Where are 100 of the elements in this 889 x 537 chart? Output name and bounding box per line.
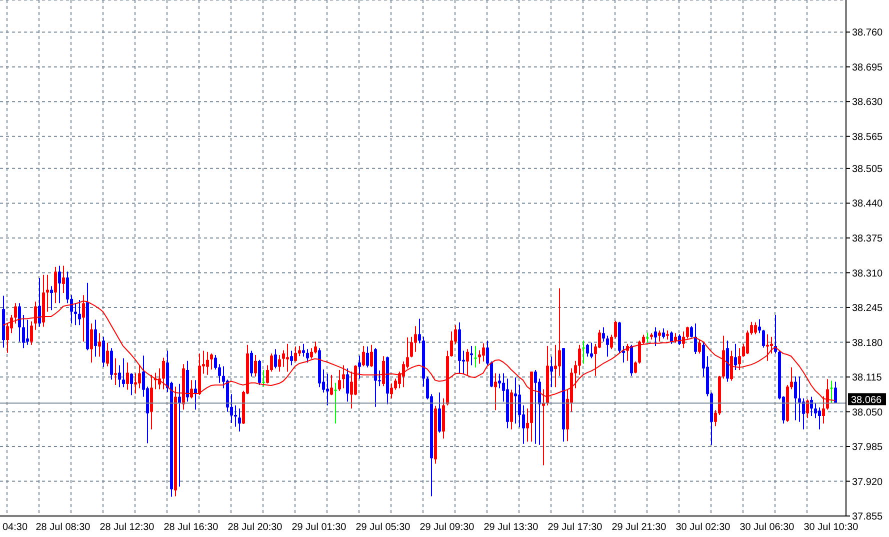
candlestick — [38, 278, 41, 328]
candlestick — [798, 376, 801, 422]
x-tick-label: 04:30 — [2, 522, 28, 534]
candlestick — [470, 345, 473, 366]
candlestick — [310, 348, 313, 360]
candlestick — [138, 364, 141, 389]
candlestick — [270, 352, 273, 372]
candlestick — [638, 340, 641, 364]
candlestick — [610, 334, 613, 350]
candlestick — [274, 348, 277, 369]
candlestick — [298, 345, 301, 357]
candlestick — [238, 408, 241, 432]
candlestick — [126, 362, 129, 390]
candlestick — [586, 343, 589, 358]
y-tick-label: 38.565 — [852, 132, 884, 143]
candlestick — [806, 398, 809, 419]
y-tick-label: 37.985 — [852, 442, 884, 454]
candlestick — [118, 364, 121, 388]
candlestick — [770, 336, 773, 354]
candlestick — [330, 374, 333, 396]
candlestick — [578, 344, 581, 376]
y-tick-label: 38.115 — [852, 372, 882, 384]
candlestick — [590, 342, 593, 359]
candlestick — [482, 342, 485, 362]
y-tick-label: 38.695 — [852, 62, 884, 74]
candlestick — [162, 357, 165, 390]
candlestick — [382, 356, 385, 387]
candlestick — [282, 350, 285, 368]
candlestick — [554, 344, 557, 388]
candlestick — [98, 332, 101, 358]
candlestick — [302, 343, 305, 358]
y-tick-label: 38.440 — [852, 198, 884, 210]
candlestick — [474, 345, 477, 368]
candlestick — [46, 274, 49, 312]
x-tick-label: 29 Jul 05:30 — [356, 522, 411, 534]
candlestick — [234, 404, 237, 428]
candlestick — [122, 358, 125, 388]
x-tick-label: 28 Jul 08:30 — [36, 522, 91, 534]
x-tick-label: 28 Jul 12:30 — [100, 522, 155, 534]
candlestick — [558, 288, 561, 376]
candlestick — [294, 346, 297, 362]
candlestick — [78, 299, 81, 326]
candlestick — [602, 326, 605, 342]
candlestick — [326, 373, 329, 406]
x-tick-label: 29 Jul 01:30 — [292, 522, 347, 534]
candlestick — [670, 331, 673, 344]
y-tick-label: 38.630 — [852, 97, 884, 108]
candlestick — [74, 302, 77, 326]
candlestick — [306, 348, 309, 364]
candlestick — [130, 372, 133, 396]
x-tick-label: 28 Jul 20:30 — [228, 522, 283, 534]
y-tick-label: 38.245 — [852, 303, 884, 314]
candlestick — [390, 382, 393, 399]
candlestick — [734, 343, 737, 371]
candlestick — [730, 350, 733, 382]
candlestick — [26, 319, 29, 346]
y-tick-label: 37.920 — [852, 476, 884, 488]
candlestick — [266, 364, 269, 384]
candlestick — [414, 326, 417, 352]
candlestick — [654, 326, 657, 346]
x-tick-label: 30 Jul 06:30 — [740, 522, 795, 534]
candlestick — [418, 318, 421, 344]
candlestick — [134, 372, 137, 394]
candlestick — [358, 355, 361, 380]
y-tick-label: 38.310 — [852, 268, 884, 280]
candlestick — [694, 323, 697, 354]
candlestick — [90, 323, 93, 364]
candlestick — [290, 350, 293, 366]
candlestick — [362, 345, 365, 367]
candlestick — [766, 334, 769, 362]
x-tick-label: 30 Jul 02:30 — [676, 522, 731, 534]
candlestick — [514, 377, 517, 424]
candlestick — [658, 330, 661, 342]
candlestick — [94, 319, 97, 358]
candlestick — [450, 331, 453, 358]
y-tick-label: 37.855 — [852, 512, 884, 523]
x-tick-label: 29 Jul 13:30 — [484, 522, 539, 534]
candlestick — [674, 332, 677, 344]
candlestick — [114, 358, 117, 386]
candlestick — [62, 265, 65, 294]
candlestick — [550, 356, 553, 388]
candlestick — [58, 265, 61, 304]
candlestick — [526, 408, 529, 442]
candlestick — [338, 370, 341, 392]
candlestick — [690, 326, 693, 338]
candlestick — [606, 335, 609, 358]
candlestick — [402, 360, 405, 388]
candlestick — [54, 266, 57, 304]
candlestick — [738, 348, 741, 371]
ref-line-label: 38.066 — [851, 395, 882, 406]
candlestick — [758, 318, 761, 334]
x-tick-label: 29 Jul 09:30 — [420, 522, 475, 534]
candlestick — [286, 343, 289, 372]
candlestick — [466, 348, 469, 376]
candlestick — [410, 336, 413, 358]
candlestick — [30, 320, 33, 346]
candlestick — [814, 402, 817, 419]
candlestick — [438, 392, 441, 434]
candlestick — [830, 380, 833, 404]
candlestick — [698, 339, 701, 354]
